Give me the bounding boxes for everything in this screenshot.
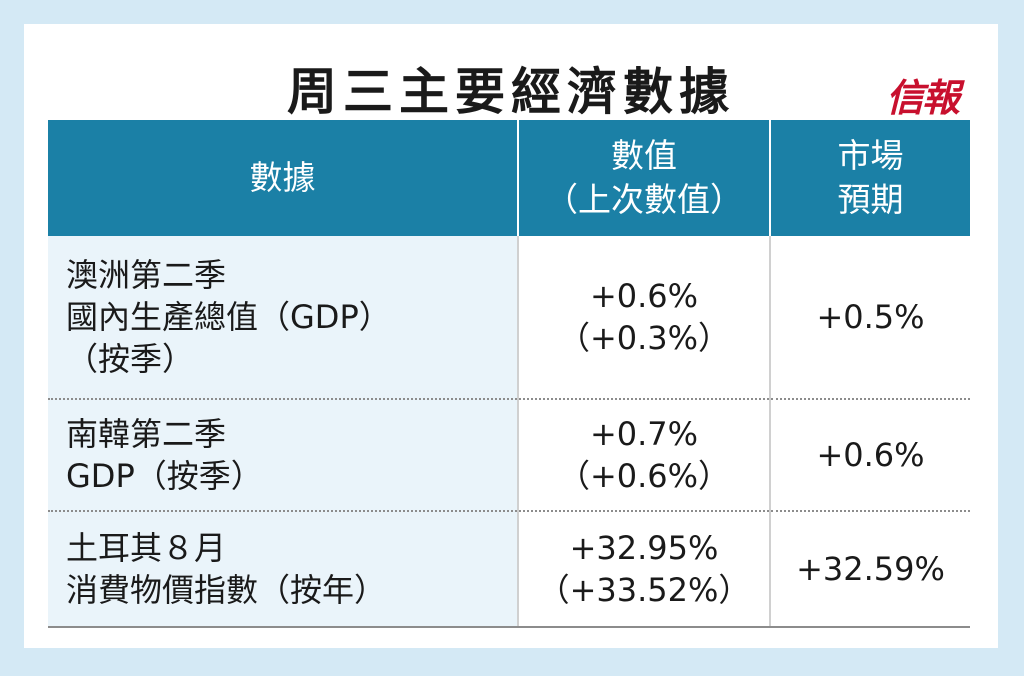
table-row: 澳洲第二季 國內生產總值（GDP） （按季） +0.6% （+0.3%） +0.…: [48, 236, 970, 400]
page-title: 周三主要經濟數據: [287, 63, 735, 121]
row-value: +32.95%: [569, 529, 719, 567]
row-value-cell: +0.6% （+0.3%）: [517, 236, 770, 400]
row-previous-value: （+33.52%）: [537, 571, 751, 609]
row-label: 南韓第二季 GDP（按季）: [48, 399, 518, 512]
row-label-line: 土耳其８月: [66, 529, 227, 567]
table-header-row: 數據 數值 （上次數值） 市場 預期: [48, 120, 970, 236]
header-value: 數值 （上次數值）: [518, 120, 771, 236]
header-previous-label: （上次數值）: [545, 180, 743, 219]
table-row: 土耳其８月 消費物價指數（按年） +32.95% （+33.52%） +32.5…: [48, 511, 970, 628]
row-label-line: GDP（按季）: [66, 457, 263, 495]
row-value-cell: +0.7% （+0.6%）: [517, 399, 770, 512]
row-previous-value: （+0.6%）: [557, 457, 731, 495]
row-value: +0.6%: [589, 277, 699, 315]
header-expected-label-2: 預期: [837, 180, 904, 219]
header-value-label: 數值: [611, 136, 677, 175]
row-label-line: 國內生產總值（GDP）: [66, 298, 391, 336]
economic-data-table: 數據 數值 （上次數值） 市場 預期 澳洲第二季 國內生產總值（GDP） （按季…: [48, 120, 970, 628]
row-label: 澳洲第二季 國內生產總值（GDP） （按季）: [48, 236, 518, 400]
row-expected-cell: +0.5%: [769, 236, 970, 400]
data-card: 周三主要經濟數據 信報 數據 數值 （上次數值） 市場 預期: [24, 24, 998, 648]
row-value: +0.7%: [589, 415, 699, 453]
header-data-label: 數據: [249, 158, 316, 197]
row-label-line: 澳洲第二季: [66, 256, 227, 294]
header-expected: 市場 預期: [770, 120, 970, 236]
row-expected-value: +0.5%: [816, 298, 925, 336]
brand-logo: 信報: [885, 75, 960, 120]
row-previous-value: （+0.3%）: [557, 319, 731, 357]
row-expected-value: +32.59%: [796, 550, 945, 588]
row-expected-cell: +32.59%: [769, 511, 970, 628]
row-expected-cell: +0.6%: [769, 399, 970, 512]
row-expected-value: +0.6%: [816, 436, 925, 474]
table-row: 南韓第二季 GDP（按季） +0.7% （+0.6%） +0.6%: [48, 399, 970, 512]
row-label-line: 南韓第二季: [66, 415, 227, 453]
header-data: 數據: [48, 120, 519, 236]
row-value-cell: +32.95% （+33.52%）: [517, 511, 770, 628]
header-expected-label-1: 市場: [837, 136, 904, 175]
row-label-line: （按季）: [66, 340, 195, 378]
row-label-line: 消費物價指數（按年）: [66, 571, 387, 609]
row-label: 土耳其８月 消費物價指數（按年）: [48, 511, 518, 628]
